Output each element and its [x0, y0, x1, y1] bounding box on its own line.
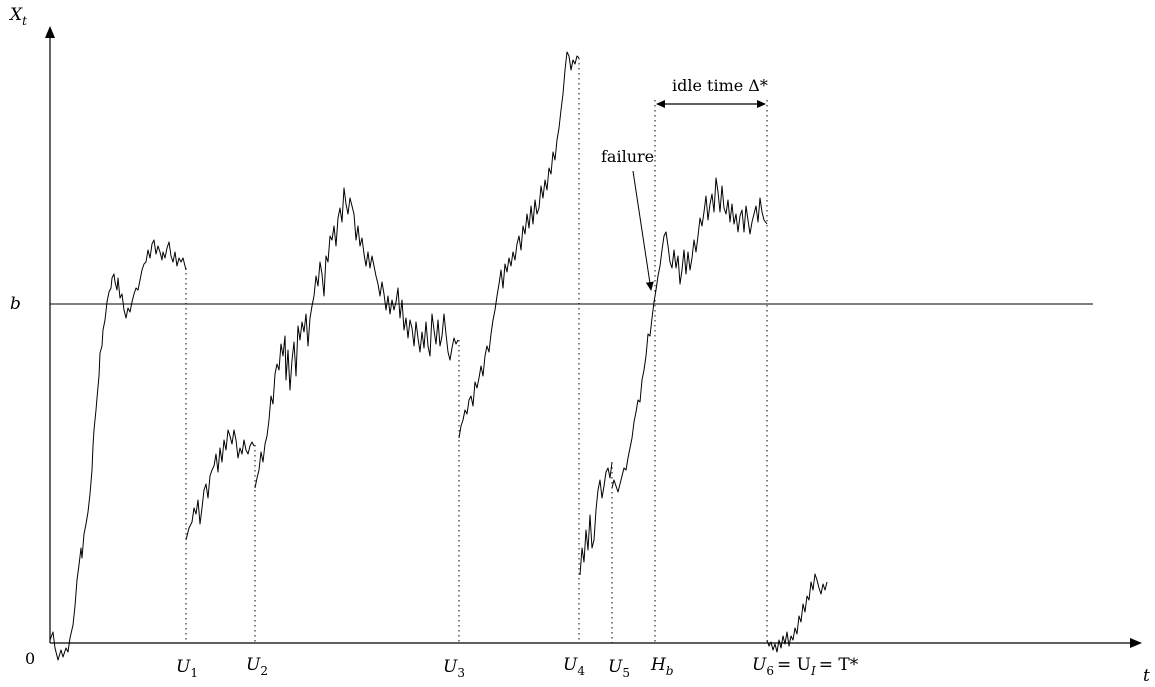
y-axis-label: Xt [8, 5, 27, 28]
tick-label-u5: U5 [608, 657, 630, 680]
path-segment-2 [185, 429, 255, 541]
tick-label-u6: U6 = UI = T* [752, 655, 859, 678]
path-segment-1 [49, 239, 187, 661]
x-axis-label: t [1143, 666, 1150, 686]
tick-label-u2: U2 [246, 655, 268, 678]
tick-label-u3: U3 [443, 657, 465, 680]
tick-label-u1: U1 [176, 657, 198, 680]
path-segment-5 [579, 461, 613, 576]
path-segment-3 [254, 187, 459, 489]
path-segment-4 [458, 51, 580, 439]
y-axis-subscript: t [22, 14, 27, 28]
path-segment-6 [611, 177, 768, 493]
idle-time-label: idle time Δ* [672, 76, 768, 95]
origin-label: 0 [25, 649, 35, 668]
tick-label-u4: U4 [563, 655, 585, 678]
failure-label: failure [601, 147, 654, 166]
path-segment-7 [766, 573, 828, 653]
failure-arrow [632, 170, 654, 291]
tick-label-hb: Hb [650, 655, 674, 678]
threshold-label: b [10, 294, 21, 314]
